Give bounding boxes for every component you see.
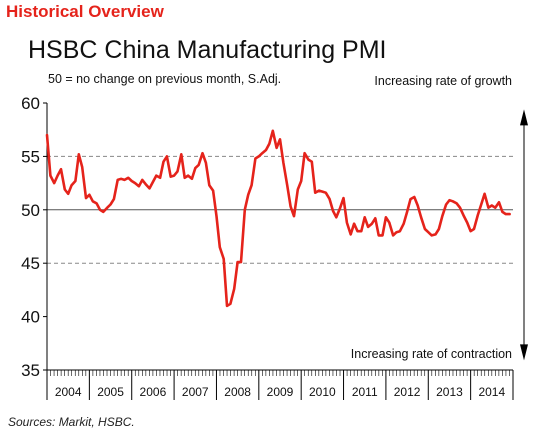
y-tick-label: 50 [21,201,40,220]
y-tick-label: 60 [21,94,40,113]
x-tick-label: 2009 [267,385,294,399]
page-heading: Historical Overview [6,2,164,21]
x-tick-label: 2007 [182,385,209,399]
x-tick-label: 2012 [394,385,421,399]
arrow-up-head [520,109,528,126]
x-tick-label: 2013 [436,385,463,399]
x-tick-label: 2006 [140,385,167,399]
y-tick-label: 40 [21,308,40,327]
source-note: Sources: Markit, HSBC. [8,415,135,429]
x-tick-label: 2008 [224,385,251,399]
x-tick-label: 2010 [309,385,336,399]
x-tick-label: 2011 [352,385,378,399]
chart-title: HSBC China Manufacturing PMI [28,36,387,64]
y-tick-label: 55 [21,147,40,166]
x-tick-label: 2005 [97,385,124,399]
chart-subtitle: 50 = no change on previous month, S.Adj. [48,72,282,86]
contraction-annotation: Increasing rate of contraction [350,347,512,361]
x-tick-label: 2014 [478,385,505,399]
y-tick-label: 45 [21,254,40,273]
growth-annotation: Increasing rate of growth [374,74,512,88]
pmi-series-line [45,129,511,308]
x-tick-label: 2004 [55,385,82,399]
y-tick-label: 35 [21,361,40,380]
arrow-down-head [520,344,528,361]
